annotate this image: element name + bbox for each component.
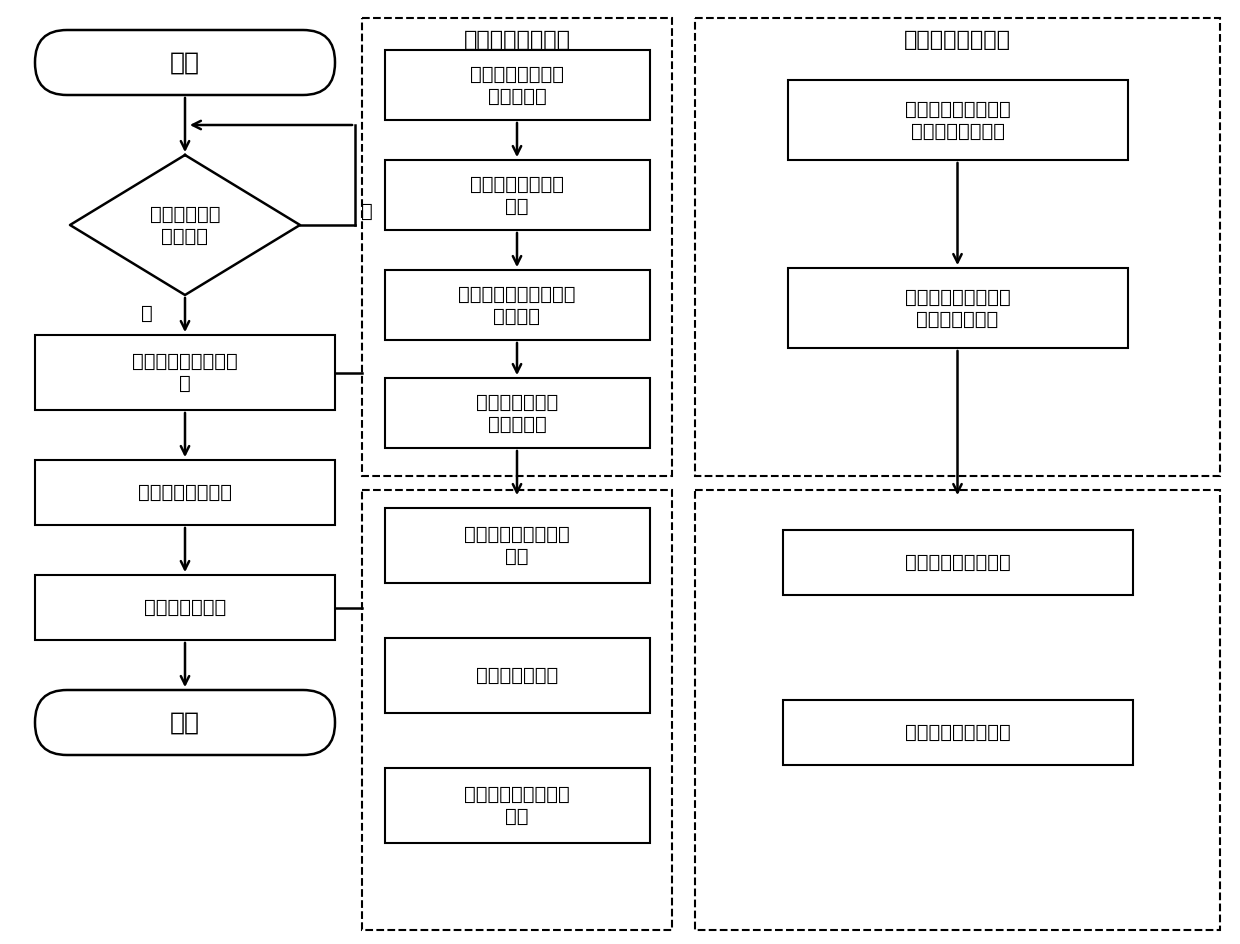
Text: 确定不同用户、钢种
的过程参数范围: 确定不同用户、钢种 的过程参数范围 (905, 288, 1011, 329)
Bar (362, 490, 672, 930)
Text: 给出分段判定等级: 给出分段判定等级 (138, 483, 232, 502)
Text: 缺陷名称和质量结
果统一标准: 缺陷名称和质量结 果统一标准 (470, 64, 564, 106)
Text: 缺陷权重对照表: 缺陷权重对照表 (476, 666, 558, 685)
Bar (35, 335, 335, 410)
Bar (787, 268, 1127, 348)
Bar (384, 50, 650, 120)
Bar (362, 18, 672, 476)
Bar (787, 80, 1127, 160)
Bar (384, 378, 650, 448)
Bar (35, 460, 335, 525)
Text: 分切意见和建议: 分切意见和建议 (144, 598, 226, 617)
Text: 确定不同用户、钢种的
加权系数: 确定不同用户、钢种的 加权系数 (459, 284, 575, 326)
Text: 缺陷量与质量结果对
照表: 缺陷量与质量结果对 照表 (464, 785, 570, 826)
Text: 综合判定等级配置表: 综合判定等级配置表 (905, 723, 1011, 742)
Bar (384, 508, 650, 583)
Bar (384, 768, 650, 843)
Text: 读取数据进行分段判
定: 读取数据进行分段判 定 (133, 352, 238, 393)
Text: 带权缺陷量与质
量结果对应: 带权缺陷量与质 量结果对应 (476, 393, 558, 433)
Text: 缺陷严重程度等级
量化: 缺陷严重程度等级 量化 (470, 175, 564, 215)
Text: 开始: 开始 (170, 50, 200, 75)
Bar (384, 638, 650, 713)
Bar (384, 160, 650, 230)
Text: 否: 否 (361, 201, 373, 221)
Bar (694, 18, 1220, 476)
Bar (35, 575, 335, 640)
Text: 结束: 结束 (170, 711, 200, 734)
Bar (782, 530, 1132, 595)
Text: 检查是否有刚
下线产品: 检查是否有刚 下线产品 (150, 205, 221, 245)
Text: 过程判定标准转换: 过程判定标准转换 (904, 30, 1011, 50)
Bar (384, 270, 650, 340)
Text: 表面判定规则等级对
照表: 表面判定规则等级对 照表 (464, 525, 570, 566)
Text: 是: 是 (141, 304, 153, 323)
Text: 过程参数判定规则表: 过程参数判定规则表 (905, 553, 1011, 572)
Bar (782, 700, 1132, 765)
Text: 表检判定标准转换: 表检判定标准转换 (464, 30, 570, 50)
Bar (694, 490, 1220, 930)
Text: 规范过程参数控制点
的名称和质量结果: 规范过程参数控制点 的名称和质量结果 (905, 99, 1011, 141)
FancyBboxPatch shape (35, 30, 335, 95)
FancyBboxPatch shape (35, 690, 335, 755)
